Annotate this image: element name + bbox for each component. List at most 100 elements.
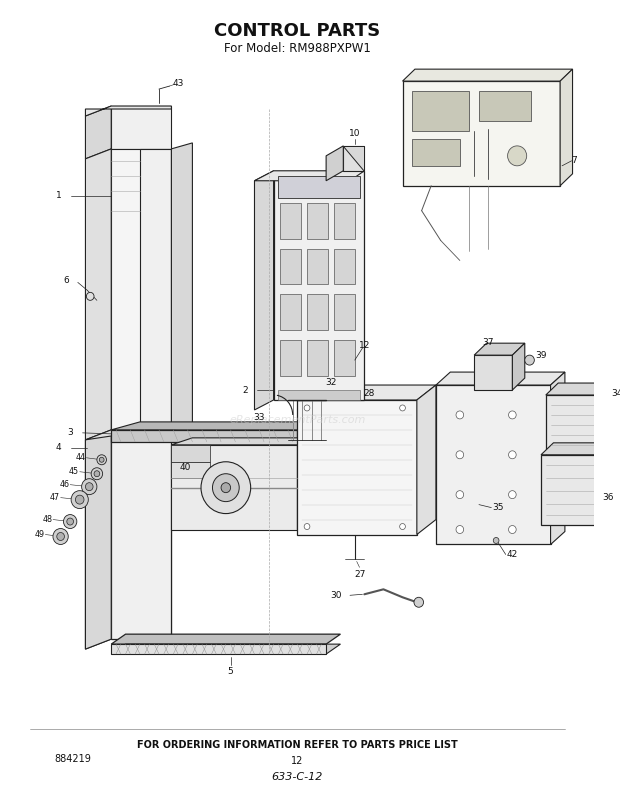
Polygon shape: [111, 634, 340, 644]
Text: 40: 40: [179, 463, 190, 473]
Polygon shape: [343, 146, 365, 170]
Text: 1: 1: [56, 191, 61, 200]
Text: 4: 4: [56, 443, 61, 452]
Text: 27: 27: [354, 570, 365, 579]
Circle shape: [76, 495, 84, 504]
Polygon shape: [412, 139, 460, 166]
Text: 12: 12: [291, 756, 304, 765]
Polygon shape: [546, 383, 611, 395]
Text: 7: 7: [572, 156, 577, 166]
Text: 28: 28: [363, 388, 374, 398]
Polygon shape: [111, 430, 298, 442]
Polygon shape: [278, 390, 360, 400]
Polygon shape: [111, 106, 171, 149]
Text: 47: 47: [50, 493, 60, 502]
Circle shape: [86, 483, 93, 491]
Circle shape: [53, 529, 68, 544]
Polygon shape: [280, 294, 301, 331]
Polygon shape: [307, 249, 328, 284]
Text: 12: 12: [358, 341, 370, 350]
Polygon shape: [326, 146, 343, 181]
Polygon shape: [280, 203, 301, 238]
Polygon shape: [86, 430, 111, 649]
Circle shape: [221, 483, 231, 492]
Text: 30: 30: [330, 591, 342, 600]
Text: 48: 48: [42, 515, 52, 524]
Polygon shape: [171, 462, 210, 477]
Polygon shape: [280, 249, 301, 284]
Text: 884219: 884219: [54, 753, 91, 764]
Text: 33: 33: [254, 413, 265, 422]
Text: 36: 36: [602, 493, 614, 502]
Polygon shape: [307, 294, 328, 331]
Polygon shape: [86, 149, 111, 649]
Polygon shape: [254, 170, 273, 410]
Text: CONTROL PARTS: CONTROL PARTS: [215, 22, 381, 40]
Text: 633-C-12: 633-C-12: [272, 772, 323, 782]
Polygon shape: [307, 203, 328, 238]
Polygon shape: [111, 644, 340, 654]
Polygon shape: [171, 438, 312, 445]
Text: 32: 32: [326, 378, 337, 387]
Circle shape: [97, 454, 107, 465]
Polygon shape: [402, 81, 560, 185]
Polygon shape: [560, 69, 572, 185]
Circle shape: [201, 462, 250, 514]
Text: 6: 6: [63, 276, 69, 285]
Polygon shape: [111, 422, 312, 430]
Polygon shape: [298, 400, 417, 534]
Circle shape: [508, 146, 527, 166]
Circle shape: [71, 491, 88, 509]
Circle shape: [86, 293, 94, 301]
Circle shape: [57, 533, 64, 540]
Circle shape: [67, 518, 74, 525]
Text: 5: 5: [228, 667, 234, 675]
Polygon shape: [86, 424, 192, 439]
Text: 39: 39: [535, 350, 547, 360]
Polygon shape: [298, 385, 326, 400]
Polygon shape: [334, 340, 355, 376]
Circle shape: [456, 491, 464, 499]
Text: 10: 10: [349, 129, 360, 138]
Text: 42: 42: [507, 550, 518, 559]
Polygon shape: [479, 91, 531, 121]
Circle shape: [456, 451, 464, 458]
Circle shape: [525, 355, 534, 365]
Circle shape: [99, 458, 104, 462]
Circle shape: [508, 411, 516, 419]
Text: 49: 49: [35, 530, 45, 539]
Text: 45: 45: [69, 467, 79, 477]
Polygon shape: [171, 445, 210, 462]
Polygon shape: [86, 106, 171, 116]
Circle shape: [63, 514, 77, 529]
Text: 2: 2: [242, 386, 248, 394]
Polygon shape: [512, 343, 525, 390]
Polygon shape: [598, 383, 611, 454]
Text: 35: 35: [492, 503, 504, 512]
Polygon shape: [541, 443, 611, 454]
Polygon shape: [417, 385, 436, 534]
Polygon shape: [111, 430, 171, 639]
Polygon shape: [334, 294, 355, 331]
Circle shape: [304, 524, 310, 529]
Text: eReplacementParts.com: eReplacementParts.com: [229, 415, 366, 425]
Text: 44: 44: [76, 453, 86, 462]
Circle shape: [414, 597, 423, 608]
Circle shape: [508, 491, 516, 499]
Polygon shape: [334, 203, 355, 238]
Polygon shape: [474, 343, 525, 355]
Polygon shape: [546, 395, 598, 454]
Text: 37: 37: [483, 338, 494, 346]
Circle shape: [304, 405, 310, 411]
Circle shape: [400, 524, 405, 529]
Text: For Model: RM988PXPW1: For Model: RM988PXPW1: [224, 42, 371, 54]
Text: 34: 34: [612, 388, 620, 398]
Polygon shape: [598, 443, 611, 525]
Polygon shape: [254, 170, 365, 181]
Polygon shape: [140, 149, 171, 430]
Polygon shape: [551, 372, 565, 544]
Polygon shape: [436, 385, 551, 544]
Polygon shape: [298, 385, 436, 400]
Polygon shape: [278, 176, 360, 198]
Polygon shape: [343, 146, 365, 170]
